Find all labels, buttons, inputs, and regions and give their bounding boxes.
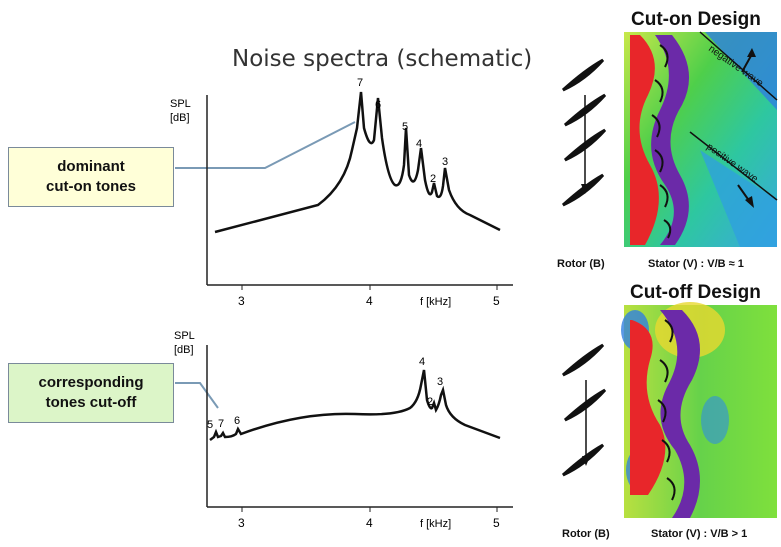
peak-label: 5 [402, 121, 408, 133]
yellow-region [655, 302, 725, 358]
top-plot: SPL [dB] 3 4 5 f [kHz] 7 6 5 4 2 3 [170, 77, 513, 308]
spectra-plots: SPL [dB] 3 4 5 f [kHz] 7 6 5 4 2 3 SPL [… [170, 77, 513, 530]
peak-label: 3 [442, 156, 448, 168]
rotor-blade-wake [659, 44, 669, 68]
peak-label: 4 [416, 138, 422, 150]
peak-label: 2 [430, 173, 436, 185]
field-background [624, 32, 777, 247]
peak-label: 7 [218, 418, 224, 430]
cut-off-title: Cut-off Design [630, 282, 761, 303]
callout-leader-top [175, 121, 356, 169]
rotor-blade-wake [657, 399, 667, 423]
cut-on-caption-rotor: Rotor (B) [557, 258, 605, 270]
red-region [630, 35, 659, 245]
peak-label: 2 [427, 396, 433, 408]
wavefront-line [699, 31, 778, 101]
tick-label: 4 [366, 294, 373, 308]
peak-label: 5 [207, 419, 213, 431]
rotor-blade-wake [659, 359, 669, 383]
rotor-blade-icon [561, 443, 605, 477]
rotor-blade-wake [663, 219, 672, 239]
rotor-blades-cut-off [561, 343, 607, 477]
cut-off-caption-stator: Stator (V) : V/B > 1 [651, 528, 748, 540]
blue-region [705, 32, 777, 110]
bottom-plot: SPL [dB] 3 4 5 f [kHz] 5 7 6 4 2 3 [174, 330, 513, 530]
peak-label: 6 [375, 99, 381, 111]
purple-region [651, 35, 690, 245]
rotor-blade-wake [651, 114, 661, 138]
cut-on-title: Cut-on Design [631, 9, 761, 30]
rotor-blade-wake [654, 79, 664, 103]
peak-label: 4 [419, 356, 425, 368]
spectrum-curve [214, 91, 501, 234]
rotor-blade-wake [654, 149, 664, 173]
rotation-arrow-icon [582, 456, 590, 466]
rotor-blade-wake [664, 319, 674, 343]
rotor-blade-wake [666, 477, 676, 501]
blue-region [701, 396, 729, 444]
tick-label: 3 [238, 516, 245, 530]
callout-dominant-cut-on-tones: dominant cut-on tones [8, 147, 174, 207]
blue-region [621, 310, 649, 350]
wavefront-line [689, 131, 778, 201]
x-label: f [kHz] [420, 518, 451, 530]
blue-region [700, 150, 777, 247]
wave-label-negative: negative wave [706, 43, 765, 89]
blue-region [626, 448, 654, 492]
callout-leader-bottom [175, 382, 219, 409]
diagram-title: Noise spectra (schematic) [232, 46, 533, 72]
y-label: [dB] [170, 112, 190, 124]
callout-line: dominant [57, 158, 125, 175]
x-label: f [kHz] [420, 296, 451, 308]
arrow-icon [741, 53, 753, 73]
arrow-icon [747, 48, 756, 57]
cut-off-caption-rotor: Rotor (B) [562, 528, 610, 540]
rotor-blade-wake [661, 439, 671, 463]
y-label: SPL [174, 330, 195, 342]
tick-label: 5 [493, 294, 500, 308]
callout-line: tones cut-off [45, 394, 137, 411]
rotor-blade-icon [563, 128, 607, 162]
y-label: SPL [170, 98, 191, 110]
tick-label: 5 [493, 516, 500, 530]
rotor-blade-wake [659, 184, 669, 208]
red-region [630, 320, 666, 495]
tick-label: 3 [238, 294, 245, 308]
arrow-icon [745, 196, 754, 208]
cut-on-caption-stator: Stator (V) : V/B ≈ 1 [648, 258, 744, 270]
callout-line: corresponding [38, 374, 144, 391]
wave-label-positive: positive wave [704, 141, 760, 185]
cut-off-field [621, 302, 777, 518]
callout-tones-cut-off: corresponding tones cut-off [8, 363, 174, 423]
rotor-blade-icon [561, 343, 605, 377]
purple-region [660, 310, 700, 518]
spectrum-curve [209, 369, 501, 441]
tick-label: 4 [366, 516, 373, 530]
rotor-blade-icon [561, 58, 605, 92]
y-label: [dB] [174, 344, 194, 356]
field-background [624, 305, 777, 518]
peak-label: 6 [234, 415, 240, 427]
rotor-blade-icon [563, 388, 607, 422]
rotor-blade-icon [563, 93, 607, 127]
rotor-blade-icon [561, 173, 605, 207]
arrow-icon [737, 184, 751, 203]
rotor-blades-cut-on [561, 58, 607, 207]
peak-label: 3 [437, 376, 443, 388]
rotation-arrow-icon [581, 184, 589, 194]
callout-line: cut-on tones [46, 178, 136, 195]
cut-on-field: negative wave positive wave [624, 31, 778, 247]
peak-label: 7 [357, 77, 363, 89]
